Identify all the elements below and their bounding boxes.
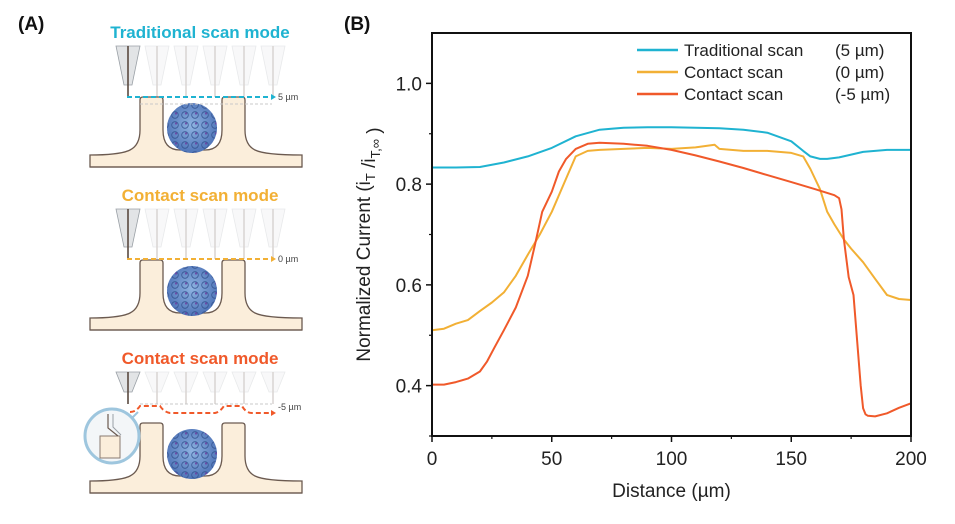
ghost-probe-icon xyxy=(202,45,228,97)
ghost-probe-icon xyxy=(202,208,228,259)
scan-path xyxy=(129,405,272,414)
x-tick-label: 50 xyxy=(541,449,562,470)
scan-mode-panel: Contact scan mode -5 µm xyxy=(83,349,303,494)
series-line-1 xyxy=(431,143,912,332)
ghost-probe-icon xyxy=(260,45,286,97)
series-line-0 xyxy=(432,126,911,169)
y-tick-label: 0.4 xyxy=(396,377,423,398)
y-tick-label: 1.0 xyxy=(396,74,422,95)
arrow-right-icon xyxy=(271,256,276,262)
scan-offset-label: -5 µm xyxy=(278,402,301,412)
scan-offset-label: 0 µm xyxy=(278,254,298,264)
scan-mode-panel: Traditional scan mode 5 µm xyxy=(89,23,303,168)
magnifier-inset-icon xyxy=(83,407,141,465)
panel-a-label: (A) xyxy=(18,14,45,35)
panel-b-label: (B) xyxy=(344,14,371,35)
ghost-probe-icon xyxy=(144,45,170,97)
ghost-probe-icon xyxy=(231,208,257,259)
legend-label: Traditional scan xyxy=(684,41,803,60)
x-axis-title: Distance (µm) xyxy=(612,481,731,502)
substrate-well xyxy=(89,96,303,168)
y-axis-title: Normalized Current (iT /iT,∞ ) xyxy=(354,127,385,361)
x-axis: 0 50 100 150 200 xyxy=(427,436,927,470)
ghost-probe-icon xyxy=(173,371,199,404)
probe-tip-icon xyxy=(115,45,141,97)
legend-offset: (5 µm) xyxy=(835,41,884,60)
ghost-probe-icon xyxy=(260,208,286,259)
probe-tip-icon xyxy=(115,208,141,259)
series-line-2 xyxy=(432,141,912,418)
arrow-right-icon xyxy=(271,94,276,100)
y-tick-label: 0.8 xyxy=(396,175,422,196)
scan-mode-panel: Contact scan mode 0 µm xyxy=(89,186,303,331)
substrate-well xyxy=(89,259,303,331)
arrow-right-icon xyxy=(271,410,276,416)
ghost-probe-icon xyxy=(144,208,170,259)
ghost-probe-icon xyxy=(231,45,257,97)
ghost-probe-icon xyxy=(231,371,257,404)
ghost-probe-icon xyxy=(173,45,199,97)
legend: Traditional scan (5 µm) Contact scan (0 µm)… xyxy=(637,41,890,104)
ghost-probe-icon xyxy=(202,371,228,404)
x-tick-label: 200 xyxy=(895,449,927,470)
y-axis-title-group: Normalized Current (iT /iT,∞ ) xyxy=(354,127,385,361)
probe-tip-icon xyxy=(115,371,141,404)
substrate-well xyxy=(89,422,303,494)
ghost-probe-icon xyxy=(260,371,286,404)
scan-offset-label: 5 µm xyxy=(278,92,298,102)
legend-label: Contact scan xyxy=(684,63,783,82)
scan-mode-title: Traditional scan mode xyxy=(110,23,290,42)
x-tick-label: 100 xyxy=(656,449,688,470)
scan-mode-schematic: Traditional scan mode 5 µm Contact scan mo… xyxy=(83,23,303,494)
y-tick-label: 0.6 xyxy=(396,276,422,297)
x-tick-label: 0 xyxy=(427,449,438,470)
scan-mode-title: Contact scan mode xyxy=(122,349,279,368)
legend-offset: (0 µm) xyxy=(835,63,884,82)
plot-lines xyxy=(431,126,912,418)
y-axis: 0.4 0.6 0.8 1.0 xyxy=(396,74,432,437)
legend-label: Contact scan xyxy=(684,85,783,104)
legend-offset: (-5 µm) xyxy=(835,85,890,104)
ghost-probe-icon xyxy=(173,208,199,259)
ghost-probe-icon xyxy=(144,371,170,404)
scan-mode-title: Contact scan mode xyxy=(122,186,279,205)
x-tick-label: 150 xyxy=(775,449,807,470)
